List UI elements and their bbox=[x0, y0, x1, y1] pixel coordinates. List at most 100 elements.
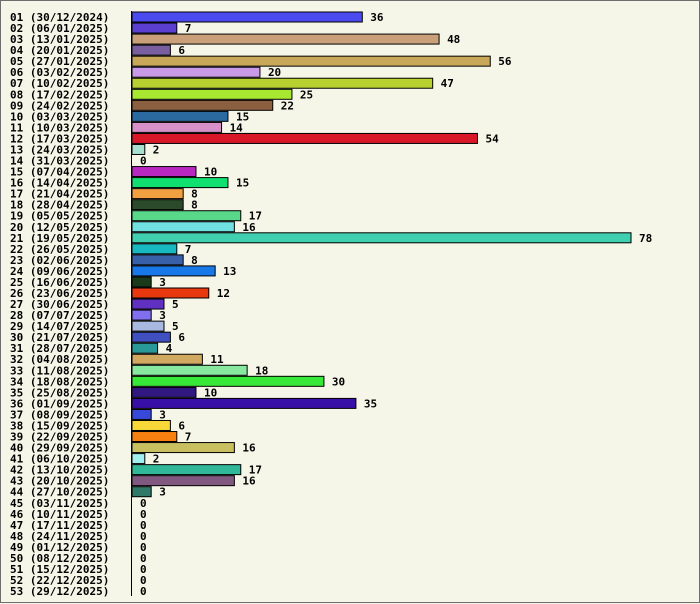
bar bbox=[131, 298, 165, 310]
value-label: 3 bbox=[159, 408, 166, 421]
bar bbox=[131, 243, 178, 255]
category-label: 24 (09/06/2025) bbox=[10, 265, 109, 278]
value-label: 7 bbox=[185, 22, 192, 35]
value-label: 6 bbox=[178, 419, 185, 432]
category-label: 44 (27/10/2025) bbox=[10, 486, 109, 499]
value-label: 8 bbox=[191, 199, 198, 212]
bar bbox=[131, 22, 178, 34]
value-label: 0 bbox=[140, 155, 147, 168]
category-label: 07 (10/02/2025) bbox=[10, 77, 109, 90]
value-label: 0 bbox=[140, 563, 147, 576]
category-label: 09 (24/02/2025) bbox=[10, 99, 109, 112]
bar bbox=[131, 453, 146, 465]
value-label: 11 bbox=[210, 353, 224, 366]
bar bbox=[131, 99, 274, 111]
bar bbox=[131, 442, 235, 454]
value-label: 2 bbox=[153, 453, 160, 466]
value-label: 35 bbox=[364, 397, 377, 410]
bar bbox=[131, 431, 178, 443]
category-label: 43 (20/10/2025) bbox=[10, 475, 109, 488]
value-label: 0 bbox=[140, 508, 147, 521]
bar bbox=[131, 464, 242, 476]
bar bbox=[131, 276, 152, 288]
value-label: 5 bbox=[172, 320, 179, 333]
bar bbox=[131, 408, 152, 420]
category-label: 52 (22/12/2025) bbox=[10, 574, 109, 587]
category-label: 26 (23/06/2025) bbox=[10, 287, 109, 300]
category-label: 02 (06/01/2025) bbox=[10, 22, 109, 35]
value-label: 17 bbox=[249, 464, 262, 477]
value-label: 16 bbox=[242, 221, 256, 234]
value-label: 0 bbox=[140, 530, 147, 543]
category-label: 25 (16/06/2025) bbox=[10, 276, 109, 289]
category-label: 49 (01/12/2025) bbox=[10, 541, 109, 554]
category-label: 42 (13/10/2025) bbox=[10, 464, 109, 477]
bar bbox=[131, 342, 159, 354]
value-label: 36 bbox=[370, 11, 384, 24]
value-label: 10 bbox=[204, 166, 217, 179]
category-label: 27 (30/06/2025) bbox=[10, 298, 109, 311]
category-label: 39 (22/09/2025) bbox=[10, 431, 109, 444]
value-label: 18 bbox=[255, 364, 268, 377]
category-label: 47 (17/11/2025) bbox=[10, 519, 109, 532]
value-label: 0 bbox=[140, 497, 147, 510]
bar bbox=[131, 309, 152, 321]
value-label: 16 bbox=[242, 475, 256, 488]
bar bbox=[131, 143, 146, 155]
value-label: 15 bbox=[236, 110, 249, 123]
value-label: 6 bbox=[178, 44, 185, 57]
category-label: 04 (20/01/2025) bbox=[10, 44, 109, 57]
value-label: 7 bbox=[185, 431, 192, 444]
bar bbox=[131, 210, 242, 222]
category-label: 36 (01/09/2025) bbox=[10, 397, 109, 410]
category-label: 06 (03/02/2025) bbox=[10, 66, 109, 79]
bar bbox=[131, 320, 165, 332]
value-label: 13 bbox=[223, 265, 236, 278]
category-label: 14 (31/03/2025) bbox=[10, 155, 109, 168]
bar bbox=[131, 33, 440, 45]
bar bbox=[131, 66, 261, 78]
bar bbox=[131, 475, 235, 487]
bar bbox=[131, 88, 293, 100]
category-label: 41 (06/10/2025) bbox=[10, 453, 109, 466]
category-label: 22 (26/05/2025) bbox=[10, 243, 109, 256]
category-label: 11 (10/03/2025) bbox=[10, 121, 109, 134]
category-label: 34 (18/08/2025) bbox=[10, 375, 109, 388]
value-label: 47 bbox=[441, 77, 454, 90]
value-label: 0 bbox=[140, 541, 147, 554]
category-label: 18 (28/04/2025) bbox=[10, 199, 109, 212]
value-label: 16 bbox=[242, 442, 256, 455]
bar bbox=[131, 353, 203, 365]
value-label: 56 bbox=[498, 55, 512, 68]
bar bbox=[131, 232, 632, 244]
category-label: 20 (12/05/2025) bbox=[10, 221, 109, 234]
value-label: 78 bbox=[639, 232, 652, 245]
bar bbox=[131, 486, 152, 498]
category-label: 35 (25/08/2025) bbox=[10, 386, 109, 399]
category-label: 15 (07/04/2025) bbox=[10, 166, 109, 179]
value-label: 0 bbox=[140, 585, 147, 598]
category-label: 38 (15/09/2025) bbox=[10, 419, 109, 432]
value-label: 10 bbox=[204, 386, 217, 399]
value-label: 54 bbox=[485, 132, 499, 145]
bar bbox=[131, 44, 171, 56]
value-label: 7 bbox=[185, 243, 192, 256]
bar bbox=[131, 110, 229, 122]
bar bbox=[131, 265, 216, 277]
category-label: 03 (13/01/2025) bbox=[10, 33, 109, 46]
value-label: 8 bbox=[191, 254, 198, 267]
category-label: 16 (14/04/2025) bbox=[10, 177, 109, 190]
category-label: 50 (08/12/2025) bbox=[10, 552, 109, 565]
bar bbox=[131, 11, 363, 23]
value-label: 3 bbox=[159, 276, 166, 289]
bar bbox=[131, 166, 197, 178]
value-label: 17 bbox=[249, 210, 262, 223]
bar bbox=[131, 55, 491, 67]
bar bbox=[131, 188, 184, 200]
value-label: 0 bbox=[140, 552, 147, 565]
category-label: 31 (28/07/2025) bbox=[10, 342, 109, 355]
bar bbox=[131, 331, 171, 343]
category-label: 10 (03/03/2025) bbox=[10, 110, 109, 123]
